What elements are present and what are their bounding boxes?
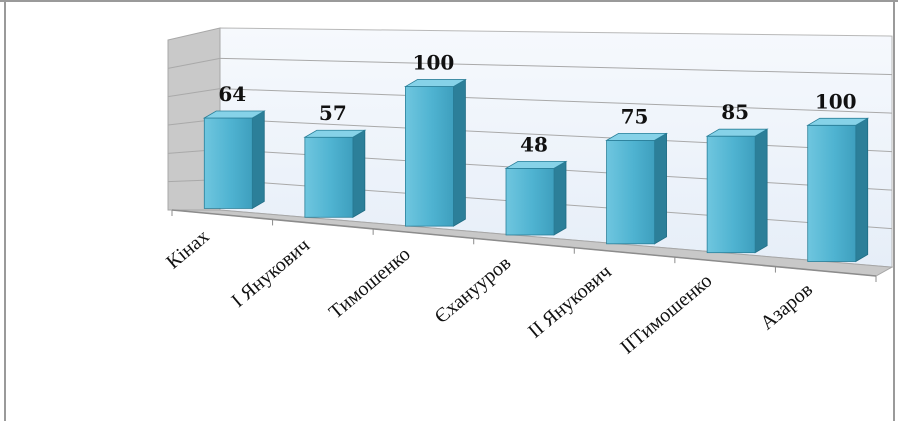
frame-top-border xyxy=(0,0,898,2)
bar-6 xyxy=(705,128,769,254)
frame-right-border xyxy=(893,0,895,421)
frame-left-border xyxy=(4,0,6,421)
bar-face xyxy=(405,86,454,227)
bar-side xyxy=(553,160,567,236)
data-label: 57 xyxy=(319,101,347,125)
bar-top xyxy=(202,110,266,119)
category-label: ІІТимошенко xyxy=(616,270,716,359)
category-label: Азаров xyxy=(756,279,817,335)
bar-2 xyxy=(303,129,367,218)
category-label: Єханууров xyxy=(431,252,516,328)
bar-face xyxy=(807,124,857,262)
bar-face xyxy=(505,167,555,236)
bar-face xyxy=(606,140,655,245)
bar-side xyxy=(855,117,869,263)
bar-1 xyxy=(202,110,266,210)
category-label: І Янукович xyxy=(227,234,314,312)
bar-5 xyxy=(605,132,669,245)
bar-4 xyxy=(504,160,568,236)
bar-7 xyxy=(806,117,870,263)
bar-side xyxy=(352,129,366,218)
bar-side xyxy=(754,128,768,254)
category-label: ІІ Янукович xyxy=(524,261,616,343)
bar-top xyxy=(605,133,669,141)
gridline-side xyxy=(167,57,221,69)
x-axis-line xyxy=(171,209,877,277)
data-labels: 64 57 100 48 75 85 100 xyxy=(218,51,856,157)
bar-top xyxy=(705,128,769,137)
bar-face xyxy=(706,135,756,254)
data-label: 75 xyxy=(621,104,649,128)
bar-side xyxy=(654,132,667,245)
data-label: 64 xyxy=(218,82,246,106)
bar-series xyxy=(202,78,870,263)
bar-side xyxy=(453,78,466,227)
data-label: 100 xyxy=(815,89,857,113)
gridline xyxy=(219,57,893,76)
data-label: 100 xyxy=(413,51,455,75)
category-label: Кінах xyxy=(162,225,213,273)
bar-top xyxy=(303,129,367,138)
bar-face xyxy=(203,117,253,209)
category-label: Тимошенко xyxy=(325,243,415,323)
bar-top xyxy=(806,117,870,126)
gridline-side xyxy=(167,88,221,98)
bar-top xyxy=(504,160,568,169)
gridline xyxy=(219,88,893,114)
gridline xyxy=(219,118,893,153)
data-label: 85 xyxy=(721,100,749,124)
bar-3 xyxy=(403,78,467,227)
data-label: 48 xyxy=(520,132,548,156)
bar-side xyxy=(251,110,265,210)
bar-top xyxy=(403,79,467,87)
bar-face xyxy=(304,136,354,218)
